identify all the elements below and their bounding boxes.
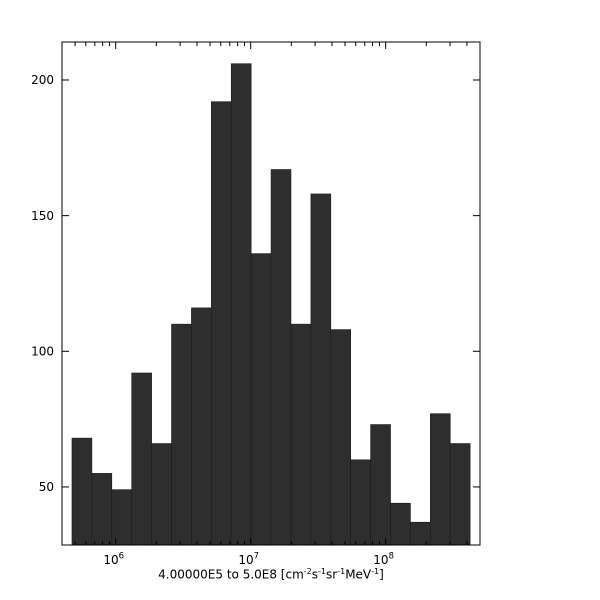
histogram-bar xyxy=(171,323,192,546)
histogram-bar xyxy=(390,502,411,546)
histogram-bar xyxy=(71,437,93,546)
histogram-bar xyxy=(191,307,212,546)
histogram-bar xyxy=(91,473,113,546)
histogram-bar xyxy=(449,443,471,546)
histogram-bar xyxy=(290,323,312,546)
histogram-bar xyxy=(151,443,172,546)
histogram-bar xyxy=(350,459,371,546)
y-tick-label: 200 xyxy=(31,73,54,87)
x-tick-label: 107 xyxy=(238,552,259,568)
x-tick-label: 108 xyxy=(373,552,394,568)
histogram-bar xyxy=(270,169,292,546)
y-tick-label: 150 xyxy=(31,209,54,223)
histogram-bar xyxy=(310,193,332,546)
histogram-bar xyxy=(131,372,152,546)
histogram-bar xyxy=(430,413,451,546)
histogram-bar xyxy=(410,521,431,546)
x-axis-label: 4.00000E5 to 5.0E8 [cm-2s-1sr-1MeV-1] xyxy=(158,567,384,582)
histogram-bar xyxy=(330,329,351,546)
histogram-bar xyxy=(370,424,391,546)
plot-frame xyxy=(61,41,481,546)
x-tick-label: 106 xyxy=(103,552,124,568)
histogram-bar xyxy=(211,101,232,546)
y-tick-label: 50 xyxy=(39,480,54,494)
y-tick-label: 100 xyxy=(31,344,54,358)
histogram-bar xyxy=(250,253,272,546)
histogram-bar xyxy=(111,489,133,546)
histogram-bar xyxy=(230,63,252,546)
